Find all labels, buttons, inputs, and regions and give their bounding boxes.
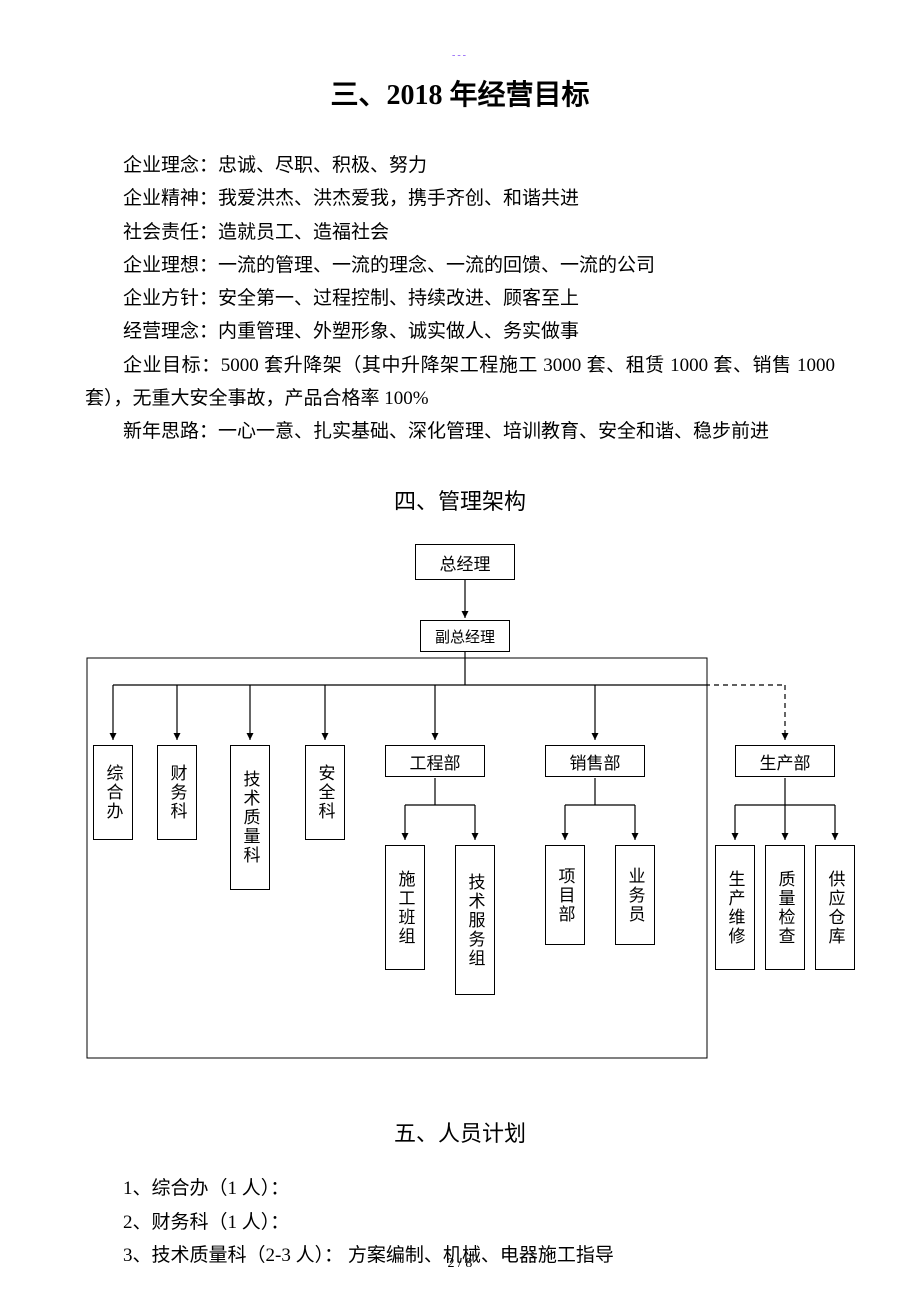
node-cwk: 财务科: [157, 745, 197, 840]
para-6: 经营理念：内重管理、外塑形象、诚实做人、务实做事: [85, 315, 835, 348]
node-scwx: 生产维修: [715, 845, 755, 970]
node-xmb: 项目部: [545, 845, 585, 945]
node-gm: 总经理: [415, 544, 515, 580]
section5-title: 五、人员计划: [85, 1116, 835, 1148]
section4-title: 四、管理架构: [85, 484, 835, 516]
node-xsb: 销售部: [545, 745, 645, 777]
node-ywy: 业务员: [615, 845, 655, 945]
para-2: 企业精神：我爱洪杰、洪杰爱我，携手齐创、和谐共进: [85, 182, 835, 215]
para-5: 企业方针：安全第一、过程控制、持续改进、顾客至上: [85, 282, 835, 315]
org-chart: 总经理 副总经理 综合办 财务科 技术质量科 安全科 工程部 销售部 生产部 施…: [85, 540, 845, 1080]
node-sgbz: 施工班组: [385, 845, 425, 970]
node-zhb: 综合办: [93, 745, 133, 840]
node-aqk: 安全科: [305, 745, 345, 840]
node-zljc: 质量检查: [765, 845, 805, 970]
para-4: 企业理想：一流的管理、一流的理念、一流的回馈、一流的公司: [85, 249, 835, 282]
section3-title: 三、2018 年经营目标: [85, 73, 835, 113]
para-7: 企业目标：5000 套升降架（其中升降架工程施工 3000 套、租赁 1000 …: [85, 349, 835, 416]
staff-1: 1、综合办（1 人）：: [85, 1172, 835, 1205]
node-scb: 生产部: [735, 745, 835, 777]
page-number: 2 / 8: [0, 1256, 920, 1272]
node-gcb: 工程部: [385, 745, 485, 777]
para-3: 社会责任：造就员工、造福社会: [85, 216, 835, 249]
node-jszlk: 技术质量科: [230, 745, 270, 890]
header-dots: ---: [85, 50, 835, 61]
node-dgm: 副总经理: [420, 620, 510, 652]
node-jsfwz: 技术服务组: [455, 845, 495, 995]
para-8: 新年思路：一心一意、扎实基础、深化管理、培训教育、安全和谐、稳步前进: [85, 415, 835, 448]
body-text: 企业理念：忠诚、尽职、积极、努力 企业精神：我爱洪杰、洪杰爱我，携手齐创、和谐共…: [85, 149, 835, 448]
staff-2: 2、财务科（1 人）：: [85, 1206, 835, 1239]
node-gyck: 供应仓库: [815, 845, 855, 970]
para-1: 企业理念：忠诚、尽职、积极、努力: [85, 149, 835, 182]
